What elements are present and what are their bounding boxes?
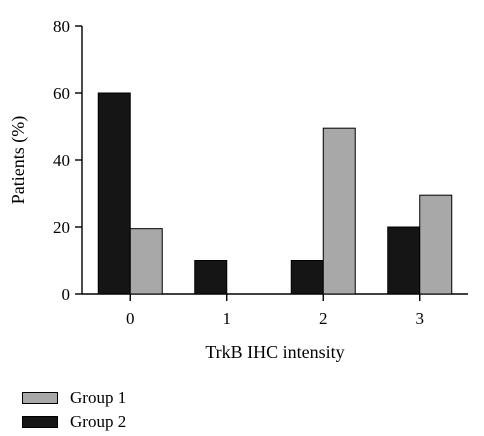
legend: Group 1 Group 2 (22, 386, 126, 434)
legend-swatch (22, 392, 58, 404)
legend-label: Group 1 (70, 388, 127, 407)
bar-chart: 0 20 40 60 80 0 1 2 3 Patients (%) TrkB IHC int… (8, 17, 468, 362)
y-axis-title: Patients (%) (8, 116, 29, 204)
x-tick-label: 0 (126, 309, 135, 328)
y-tick-label: 80 (53, 17, 70, 36)
y-tick-label: 40 (53, 151, 70, 170)
y-tick-label: 0 (62, 285, 71, 304)
legend-swatch (22, 416, 58, 428)
y-tick-label: 20 (53, 218, 70, 237)
bar-group-1-3 (419, 194, 453, 295)
x-axis: 0 1 2 3 (82, 293, 468, 328)
x-tick-label: 2 (319, 309, 328, 328)
legend-item: Group 1 (22, 386, 126, 410)
bar-group-2-2 (290, 260, 324, 295)
bars (97, 92, 453, 295)
bar-group-1-0 (129, 228, 163, 295)
bar-group-2-1 (194, 260, 228, 295)
y-axis: 0 20 40 60 80 (53, 17, 83, 304)
legend-item: Group 2 (22, 410, 126, 434)
x-tick-label: 1 (223, 309, 232, 328)
y-tick-label: 60 (53, 84, 70, 103)
bar-group-2-3 (387, 226, 421, 295)
x-tick-label: 3 (416, 309, 425, 328)
bar-group-1-2 (322, 127, 356, 295)
legend-label: Group 2 (70, 412, 127, 431)
bar-group-2-0 (97, 92, 131, 295)
x-axis-title: TrkB IHC intensity (205, 342, 344, 362)
